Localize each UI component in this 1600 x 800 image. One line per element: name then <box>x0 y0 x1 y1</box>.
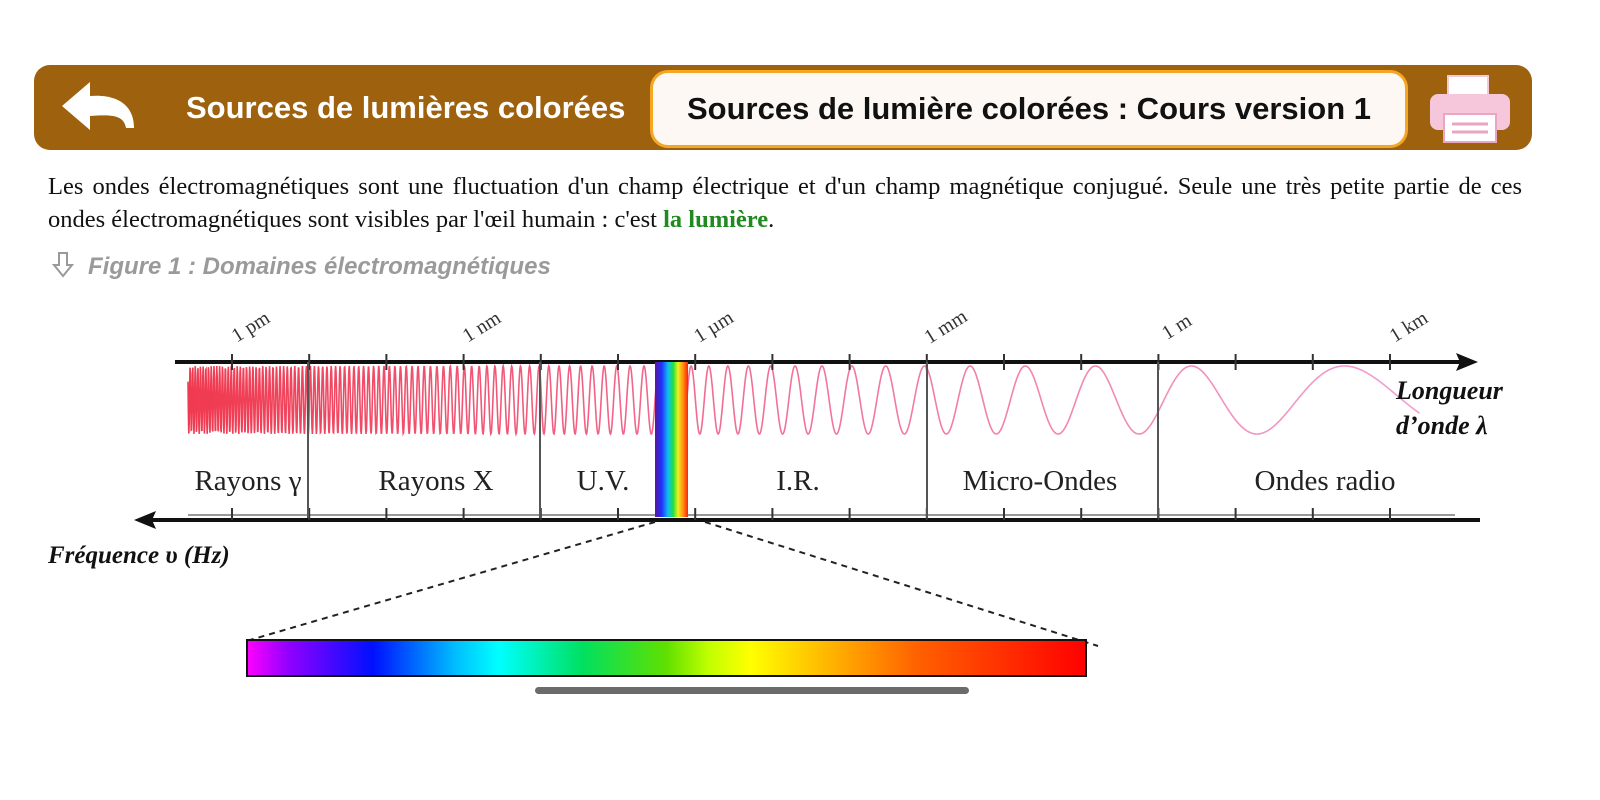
wavelength-label: Longueur <box>1395 376 1504 405</box>
frequency-label: Fréquence υ (Hz) <box>47 542 230 569</box>
figure-caption: Figure 1 : Domaines électromagnétiques <box>88 253 551 280</box>
wavelength-tick-label: 1 pm <box>228 307 274 347</box>
visible-spectrum <box>246 639 1087 677</box>
domain-label: Micro-Ondes <box>963 465 1118 497</box>
back-button[interactable] <box>58 80 138 138</box>
intro-paragraph: Les ondes électromagnétiques sont une fl… <box>48 170 1522 236</box>
wavelength-tick-label: 1 µm <box>690 306 738 347</box>
text: Les ondes électromagnétiques sont une fl… <box>48 173 1522 233</box>
arrow-head <box>1456 353 1478 371</box>
zoom-line <box>704 521 1099 647</box>
wavelength-tick-label: 1 m <box>1158 309 1196 344</box>
text: . <box>768 206 775 233</box>
highlight: la lumière <box>663 206 769 233</box>
domain-label: Rayons γ <box>194 465 301 497</box>
wave <box>187 362 1421 437</box>
domain-label: U.V. <box>577 465 630 497</box>
page-title: Sources de lumière colorées : Cours vers… <box>650 70 1408 148</box>
print-button[interactable] <box>1428 74 1512 144</box>
visible-strip <box>655 362 688 517</box>
wavelength-label: d’onde λ <box>1396 411 1488 440</box>
domain-label: Rayons X <box>378 465 493 497</box>
domain-label: I.R. <box>776 465 820 497</box>
wavelength-tick-label: 1 km <box>1386 307 1432 347</box>
back-title[interactable]: Sources de lumières colorées <box>186 90 626 125</box>
zoom-line <box>249 521 656 641</box>
domain-label: Ondes radio <box>1255 465 1396 497</box>
page-title-text: Sources de lumière colorées : Cours vers… <box>687 91 1371 126</box>
wavelength-tick-label: 1 mm <box>920 305 971 348</box>
wavelength-tick-label: 1 nm <box>459 307 505 347</box>
caption-icon <box>51 252 75 278</box>
home-indicator <box>535 687 969 694</box>
arrow-head <box>134 511 156 529</box>
